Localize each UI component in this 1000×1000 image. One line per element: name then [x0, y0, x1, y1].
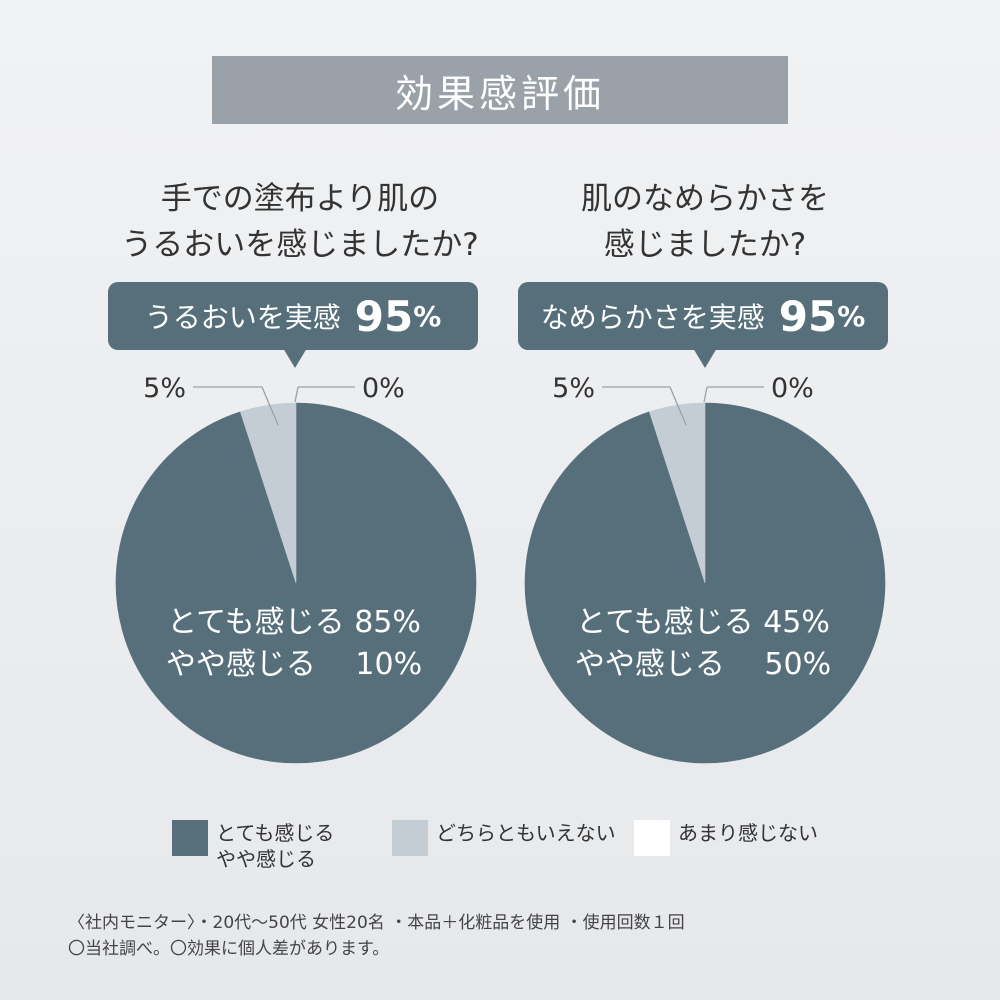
- leader-line-left: [669, 386, 687, 426]
- slice-label-very: とても感じる 45%: [576, 605, 830, 640]
- slice-label-neutral: 5%: [143, 373, 186, 404]
- legend-label: とても感じる やや感じる: [216, 820, 334, 872]
- callout-text: なめらかさを実感: [540, 301, 765, 334]
- legend-label: どちらともいえない: [436, 820, 616, 846]
- callout-value: 95: [778, 291, 838, 341]
- callout-unit: %: [413, 299, 442, 333]
- question-line: 感じましたか?: [603, 227, 807, 263]
- callout-smoothness: なめらかさを実感 95 %: [518, 282, 888, 350]
- leader-line-right: [294, 386, 299, 403]
- footnote: 〈社内モニター〉・20代〜50代 女性20名 ・本品＋化粧品を使用 ・使用回数１…: [68, 910, 948, 962]
- slice-very: [115, 402, 477, 764]
- pie-chart-smoothness: 5% 0% とても感じる 45% やや感じる 50%: [524, 373, 886, 764]
- callout-value: 95: [354, 291, 414, 341]
- legend-label: あまり感じない: [678, 820, 818, 846]
- slice-somewhat: [524, 411, 762, 764]
- callout-text: うるおいを実感: [144, 301, 341, 334]
- footnote-line: 〇当社調べ。〇効果に個人差があります。: [68, 939, 390, 959]
- slice-label-somewhat: やや感じる 50%: [575, 647, 831, 682]
- callout-tail: [283, 348, 307, 368]
- question-line: うるおいを感じましたか?: [121, 227, 479, 263]
- legend-swatch: [392, 820, 428, 856]
- slice-very: [704, 402, 886, 755]
- slice-label-very: とても感じる 85%: [167, 605, 421, 640]
- leader-line-left: [261, 386, 279, 426]
- callout-moisture: うるおいを実感 95 %: [108, 282, 478, 350]
- slice-neutral: [239, 402, 297, 584]
- legend-item-neutral: どちらともいえない: [392, 820, 616, 856]
- legend-swatch: [172, 820, 208, 856]
- slice-neutral: [648, 402, 706, 584]
- slice-label-somewhat: やや感じる 10%: [166, 647, 422, 682]
- slice-somewhat: [149, 411, 297, 584]
- slice-label-neutral: 5%: [552, 373, 595, 404]
- pie-chart-moisture: 5% 0% とても感じる 85% やや感じる 10%: [115, 373, 477, 764]
- leader-line-right: [703, 386, 708, 403]
- legend-label-line: あまり感じない: [678, 821, 818, 845]
- slice-label-none: 0%: [362, 373, 405, 404]
- question-line: 肌のなめらかさを: [581, 181, 829, 217]
- footnote-line: 〈社内モニター〉・20代〜50代 女性20名 ・本品＋化粧品を使用 ・使用回数１…: [68, 913, 685, 933]
- legend-swatch: [634, 820, 670, 856]
- page-title: 効果感評価: [212, 56, 788, 124]
- legend-item-none: あまり感じない: [634, 820, 818, 856]
- slice-label-none: 0%: [771, 373, 814, 404]
- question-moisture: 手での塗布より肌の うるおいを感じましたか?: [70, 176, 530, 268]
- legend-label-line: やや感じる: [216, 847, 316, 871]
- legend-item-feels: とても感じる やや感じる: [172, 820, 334, 872]
- question-line: 手での塗布より肌の: [160, 181, 440, 217]
- callout-unit: %: [837, 299, 866, 333]
- question-smoothness: 肌のなめらかさを 感じましたか?: [475, 176, 935, 268]
- legend-label-line: どちらともいえない: [436, 821, 616, 845]
- legend-label-line: とても感じる: [216, 821, 335, 845]
- callout-tail: [693, 348, 717, 368]
- legend: とても感じる やや感じる どちらともいえない あまり感じない: [0, 820, 1000, 880]
